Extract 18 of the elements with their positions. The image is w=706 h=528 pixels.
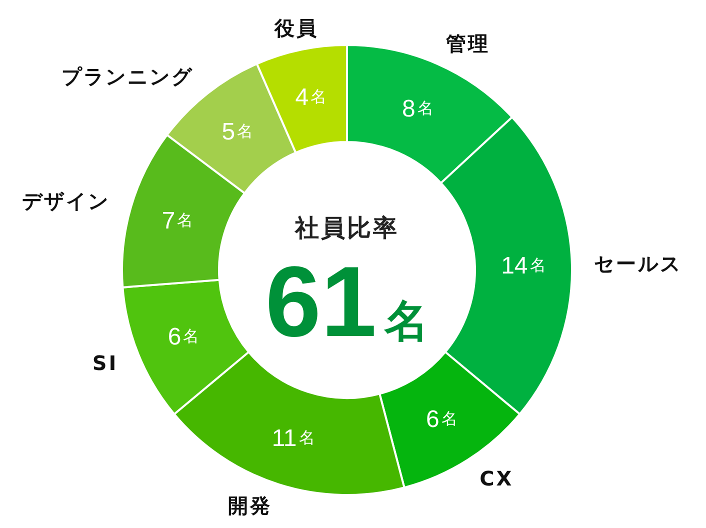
slice-label: CX (480, 466, 514, 490)
slice-label: デザイン (22, 188, 110, 213)
data-label: 11名 (272, 424, 315, 452)
slice-label: SI (92, 351, 118, 376)
slice-label: 役員 (273, 16, 318, 40)
slice-label: 管理 (444, 32, 490, 56)
text: 社員比率 (294, 214, 399, 242)
data-label: 6名 (168, 322, 200, 350)
text: 61名 (265, 246, 429, 358)
data-label: 8名 (402, 94, 434, 122)
slice-label: セールス (594, 252, 682, 276)
slice-label: 開発 (228, 493, 272, 518)
data-label: 5名 (222, 118, 254, 146)
data-label: 6名 (426, 405, 458, 432)
data-label: 7名 (162, 207, 194, 234)
data-label: 4名 (295, 84, 327, 111)
slice-label: プランニング (62, 64, 194, 88)
data-label: 14名 (501, 252, 546, 279)
